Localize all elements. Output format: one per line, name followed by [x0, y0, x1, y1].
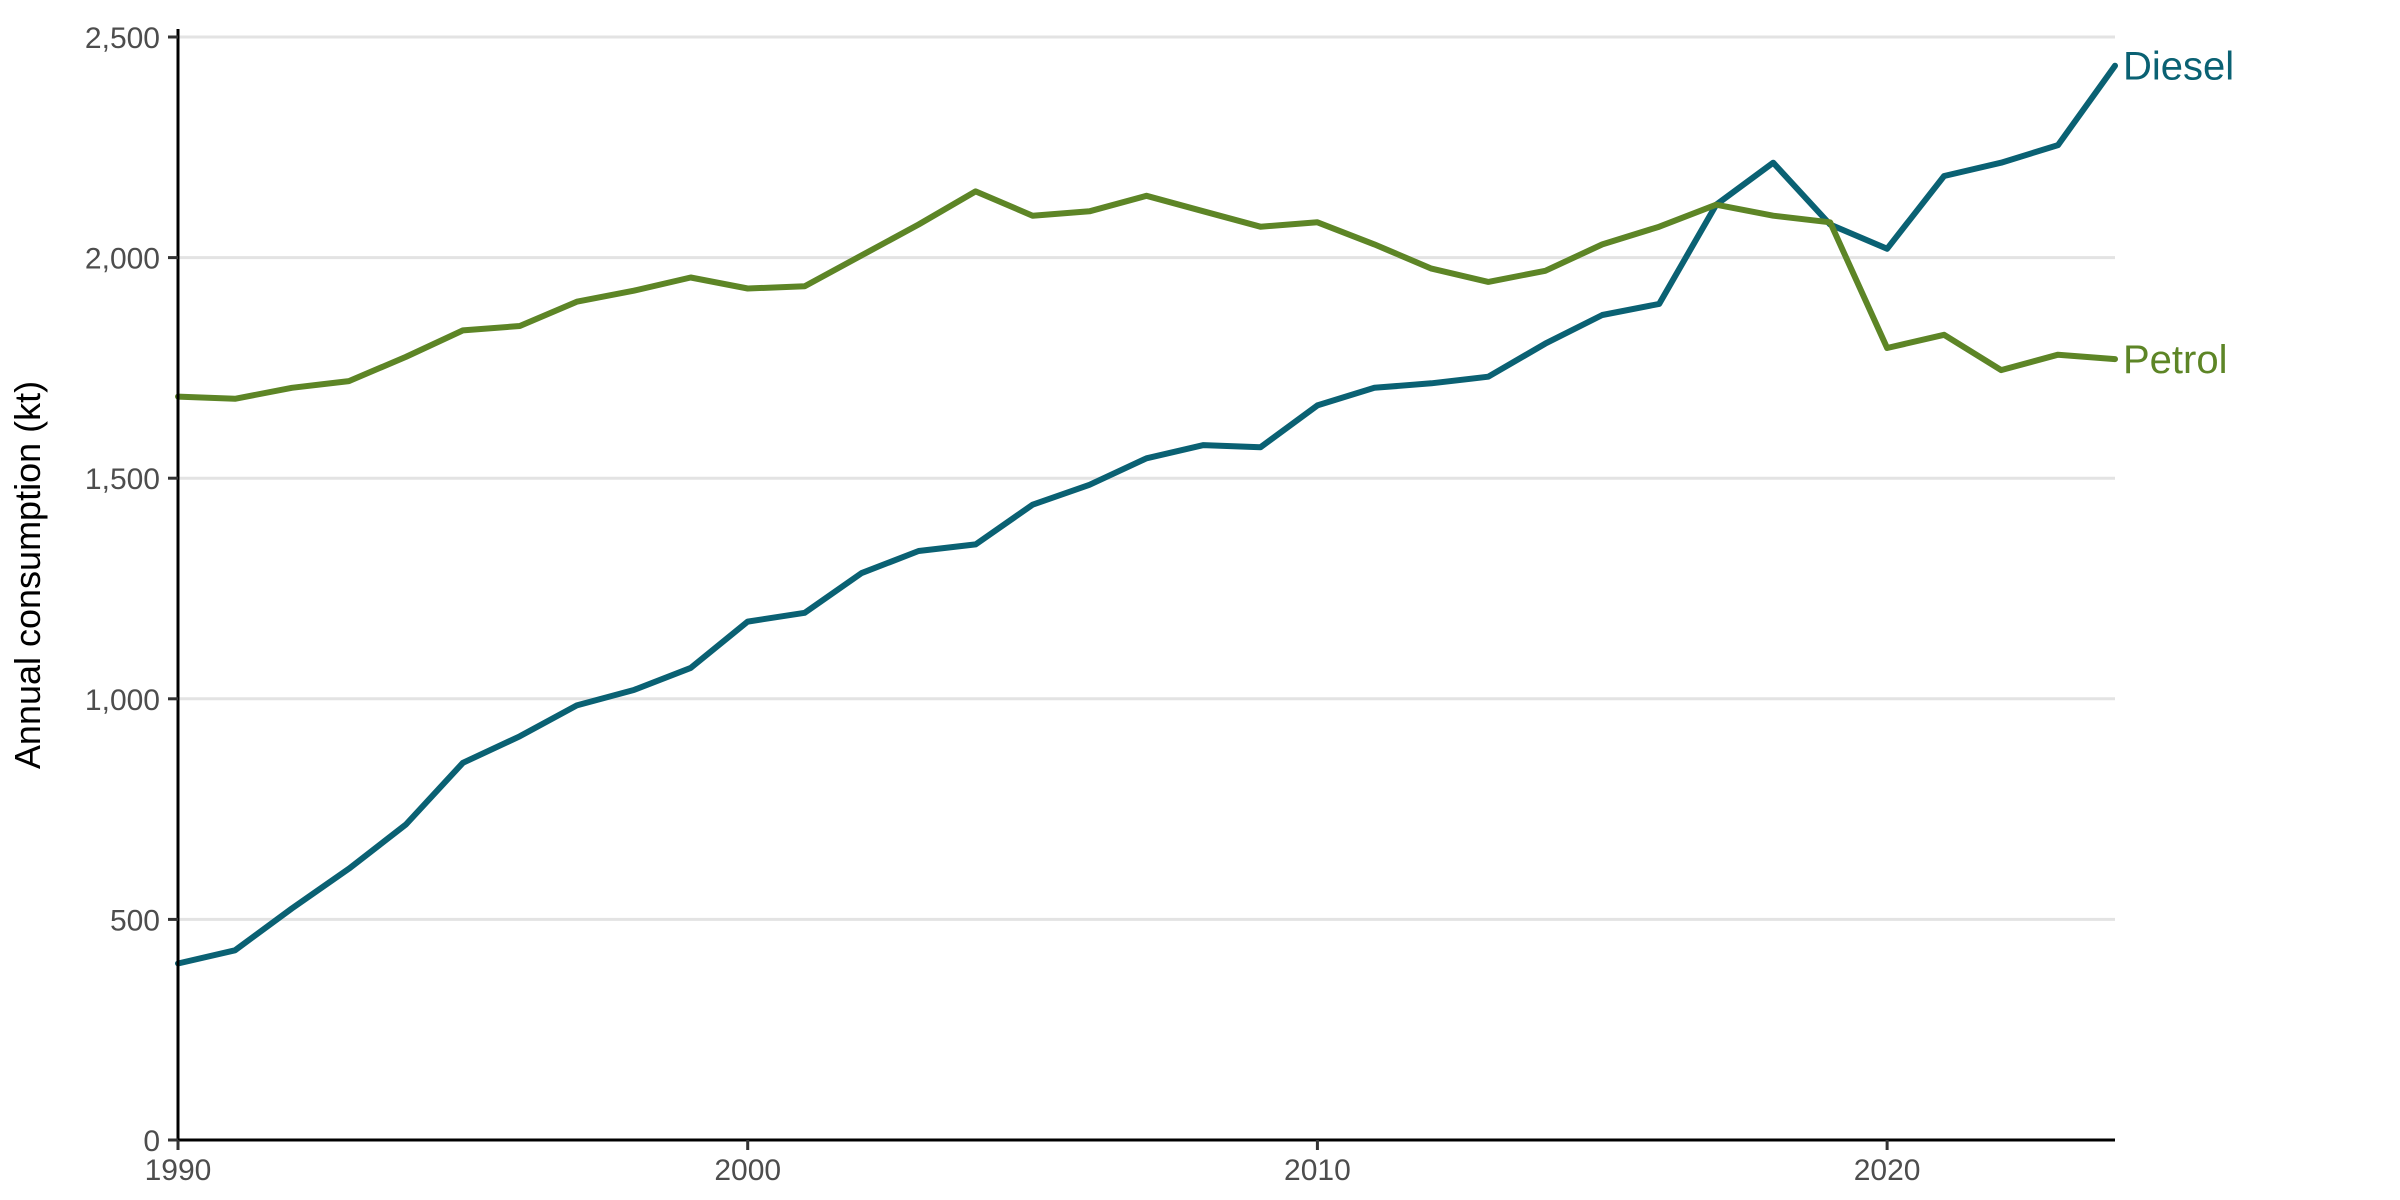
y-axis-title: Annual consumption (kt) [7, 381, 48, 769]
y-tick-label-1500: 1,500 [85, 463, 160, 496]
series-labels: Diesel Petrol [2123, 45, 2234, 382]
series-line-diesel [175, 62, 2118, 967]
y-tick-label-2000: 2,000 [85, 243, 160, 276]
x-tick-label-2010: 2010 [1284, 1154, 1351, 1187]
series-label-petrol: Petrol [2123, 338, 2228, 382]
x-tick-label-2000: 2000 [714, 1154, 781, 1187]
y-tick-label-0: 0 [143, 1125, 160, 1158]
series-label-diesel: Diesel [2123, 45, 2234, 89]
series-line-petrol [175, 188, 2118, 402]
y-tick-label-1000: 1,000 [85, 684, 160, 717]
x-tick-label-1990: 1990 [145, 1154, 212, 1187]
axes: 0 500 1,000 1,500 2,000 2,500 1990 2000 2010 2020 [85, 22, 2115, 1187]
y-tick-label-500: 500 [110, 904, 160, 937]
series-lines [175, 62, 2118, 967]
x-tick-label-2020: 2020 [1854, 1154, 1921, 1187]
gridlines [178, 35, 2115, 921]
y-tick-label-2500: 2,500 [85, 22, 160, 55]
